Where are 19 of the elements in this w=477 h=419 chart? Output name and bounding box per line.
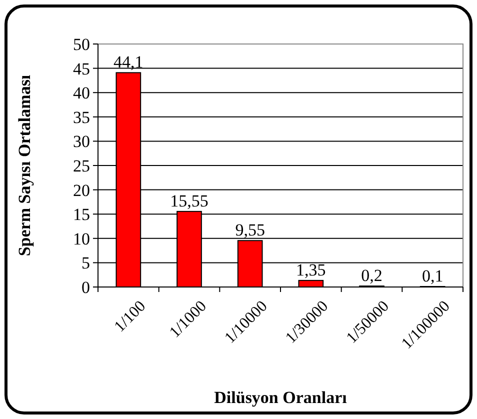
y-tick-label: 45	[73, 59, 90, 78]
y-tick-label: 0	[82, 278, 90, 297]
data-label: 0,1	[422, 266, 444, 286]
y-axis-title: Sperm Sayısı Ortalaması	[15, 74, 34, 256]
x-axis-title: Dilüsyon Oranları	[214, 388, 348, 407]
y-tick-label: 15	[73, 205, 90, 224]
y-tick-label: 30	[73, 132, 90, 152]
y-tick-label: 20	[73, 180, 90, 200]
y-tick-label: 25	[73, 156, 90, 176]
data-label: 44,1	[114, 52, 144, 72]
y-tick-label: 50	[73, 34, 90, 54]
data-label: 9,55	[235, 220, 265, 240]
y-tick-label: 40	[73, 84, 90, 103]
y-tick-label: 5	[82, 254, 90, 273]
y-tick-label: 10	[73, 229, 90, 248]
data-label: 1,35	[296, 260, 326, 280]
data-label: 0,2	[361, 266, 382, 286]
data-label: 15,55	[170, 191, 208, 210]
y-tick-label: 35	[73, 108, 90, 127]
